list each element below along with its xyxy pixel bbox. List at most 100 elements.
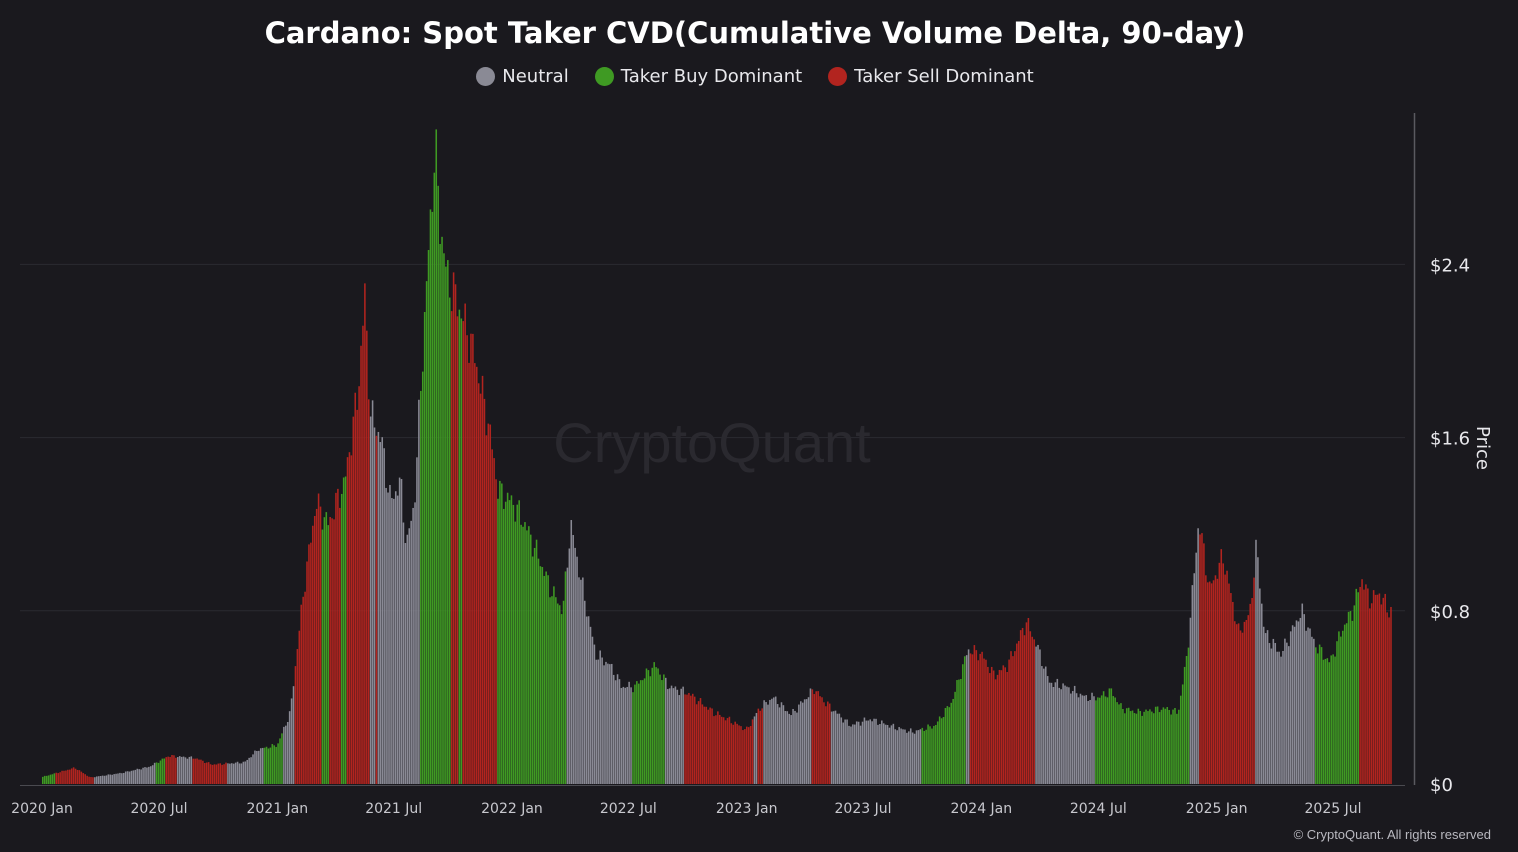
bar <box>987 666 989 784</box>
y-tick-label: $0 <box>1430 775 1453 796</box>
bar <box>1012 656 1014 784</box>
bar <box>780 702 783 784</box>
bar <box>240 763 243 784</box>
bar <box>1293 626 1296 784</box>
bar <box>308 544 310 784</box>
bar <box>1058 687 1061 784</box>
bar <box>753 716 756 784</box>
bar <box>850 726 852 784</box>
bar <box>124 771 127 784</box>
bar <box>805 699 808 784</box>
bar <box>506 492 509 784</box>
bar <box>763 700 765 784</box>
bar <box>1029 631 1032 784</box>
bar <box>1133 713 1136 784</box>
legend-item-taker-sell[interactable]: Taker Sell Dominant <box>828 66 1034 87</box>
bar <box>381 437 384 784</box>
bar <box>800 701 802 784</box>
bar <box>555 597 557 784</box>
y-axis-ticks: $0 $0.8 $1.6 $2.4 <box>1430 255 1470 796</box>
bar <box>983 658 985 784</box>
bar <box>1187 647 1190 784</box>
bar <box>695 704 698 784</box>
bar <box>637 683 640 784</box>
bar <box>1019 630 1022 784</box>
bar <box>570 520 573 784</box>
bar <box>335 492 337 784</box>
bar <box>653 662 655 784</box>
bar <box>1361 579 1363 784</box>
bar <box>1374 594 1377 784</box>
bar <box>1208 581 1211 784</box>
bar <box>182 756 185 784</box>
x-tick-label: 2021 Jul <box>365 801 422 817</box>
bar <box>612 674 615 784</box>
bar <box>1166 707 1169 784</box>
bar <box>51 774 54 784</box>
bar <box>1125 708 1128 784</box>
bar <box>894 729 897 784</box>
bar <box>825 706 827 784</box>
bar <box>925 729 927 784</box>
bar <box>221 764 223 784</box>
bar <box>63 770 65 784</box>
bar <box>1162 707 1165 784</box>
x-tick-label: 2023 Jan <box>716 801 778 817</box>
bar <box>717 711 719 784</box>
bar <box>43 775 46 784</box>
legend-item-neutral[interactable]: Neutral <box>476 66 569 87</box>
bar <box>888 727 891 784</box>
bar <box>946 706 949 784</box>
bar <box>1185 656 1188 784</box>
bar <box>688 692 690 784</box>
bar <box>682 686 684 784</box>
bar <box>1218 562 1221 784</box>
bar <box>992 670 995 784</box>
bar <box>539 566 542 784</box>
bar <box>836 713 839 784</box>
bar <box>587 616 590 784</box>
bar <box>1172 709 1174 784</box>
bar <box>1334 656 1336 784</box>
bar <box>990 666 993 784</box>
bar <box>474 363 476 784</box>
bar <box>121 773 123 784</box>
bar <box>580 579 582 784</box>
bar <box>1151 711 1153 784</box>
bar <box>290 698 293 784</box>
bar <box>90 777 92 784</box>
gridlines <box>20 263 1405 612</box>
bar <box>665 677 667 784</box>
bar <box>1270 648 1273 784</box>
bar <box>1043 668 1045 784</box>
bar <box>111 774 113 784</box>
bar <box>1112 696 1115 784</box>
x-axis-ticks: 2020 Jan 2020 Jul 2021 Jan 2021 Jul 2022 Jan… <box>11 801 1361 817</box>
bar <box>173 755 175 784</box>
bar <box>668 688 671 784</box>
bar <box>819 696 821 784</box>
bar <box>1197 528 1199 784</box>
bar <box>1046 676 1049 784</box>
bar <box>610 663 613 784</box>
bar <box>1073 685 1076 784</box>
bar <box>387 492 389 784</box>
bar <box>194 758 196 784</box>
bar <box>562 600 565 784</box>
y-axis-label: Price <box>1472 426 1493 470</box>
bar <box>285 725 287 784</box>
bar <box>830 711 833 784</box>
bar <box>603 665 605 784</box>
bar <box>944 708 947 784</box>
bar <box>998 669 1001 784</box>
bar <box>815 691 817 784</box>
bar <box>223 764 225 784</box>
legend-label-taker-buy: Taker Buy Dominant <box>620 66 803 87</box>
bar <box>360 345 362 784</box>
bar <box>346 457 349 784</box>
bar <box>1351 620 1354 784</box>
bar <box>364 283 366 784</box>
bar <box>448 297 451 784</box>
legend-item-taker-buy[interactable]: Taker Buy Dominant <box>594 66 803 87</box>
bar <box>732 724 735 784</box>
